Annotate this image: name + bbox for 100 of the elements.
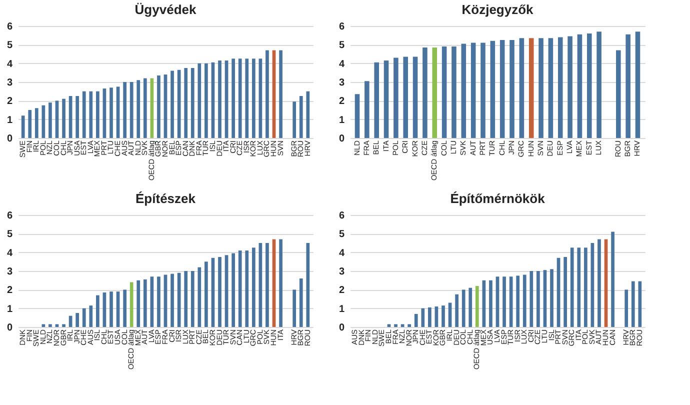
bar (136, 280, 140, 327)
bar (626, 34, 630, 138)
bar (616, 50, 621, 138)
y-tick-label: 4 (338, 58, 345, 70)
bar (374, 62, 379, 138)
bar (89, 306, 93, 327)
bar (470, 42, 476, 138)
y-tick-label: 4 (338, 248, 345, 259)
bar (245, 250, 249, 327)
bar (252, 248, 256, 327)
bar (279, 239, 282, 327)
y-tick-label: 2 (338, 96, 345, 108)
bar (48, 324, 52, 327)
bar (596, 32, 602, 138)
bar (184, 68, 188, 138)
chart-title: Közjegyzők (462, 2, 534, 17)
bar (536, 271, 540, 327)
y-tick-label: 1 (338, 304, 345, 315)
bar (143, 78, 147, 138)
bar (461, 44, 466, 138)
bar (490, 40, 496, 138)
bar (232, 58, 235, 138)
bar (266, 50, 269, 138)
bar (394, 58, 398, 138)
bar (638, 281, 642, 327)
y-tick-label: 0 (6, 322, 13, 334)
bar (157, 276, 160, 327)
bar (62, 324, 66, 327)
bar (421, 308, 425, 327)
bar (584, 248, 588, 327)
bar (190, 271, 194, 327)
bar (204, 262, 208, 327)
bar (34, 108, 38, 138)
bar (468, 288, 472, 327)
bar (442, 46, 447, 138)
bar (611, 232, 614, 327)
bar (408, 324, 412, 327)
y-tick-label: 6 (6, 210, 13, 222)
bar (258, 58, 262, 138)
bar (500, 40, 505, 138)
bar (502, 276, 506, 327)
y-tick-label: 5 (6, 229, 13, 240)
bar (489, 280, 492, 327)
bar (462, 290, 466, 327)
bar (598, 239, 601, 327)
bar (403, 56, 408, 138)
bar (116, 86, 120, 138)
bar (568, 36, 572, 138)
bar (558, 37, 563, 138)
y-tick-label: 5 (338, 229, 345, 240)
bar (218, 60, 222, 138)
bar (530, 271, 534, 327)
y-tick-label: 0 (338, 134, 345, 144)
bar (432, 47, 438, 138)
bar (266, 243, 269, 327)
bar (21, 116, 25, 138)
bar (157, 75, 160, 138)
bar (414, 314, 418, 327)
bar (198, 267, 202, 327)
y-tick-label: 3 (6, 266, 13, 278)
y-tick-label: 0 (6, 134, 13, 144)
bar (198, 63, 202, 138)
bar (538, 38, 544, 138)
y-tick-label: 2 (6, 96, 13, 108)
bar (55, 100, 59, 138)
bar (624, 290, 628, 327)
bar (522, 274, 526, 327)
bar (238, 250, 242, 327)
bar (76, 96, 80, 138)
bar (510, 40, 514, 138)
bar (519, 38, 524, 138)
bar (224, 255, 228, 327)
bar (442, 306, 445, 327)
bar (130, 282, 134, 327)
bar (238, 58, 242, 138)
bar (543, 270, 547, 327)
bar (354, 94, 360, 138)
bar (164, 274, 168, 327)
bar (306, 91, 310, 138)
bar (204, 63, 208, 138)
bar (89, 91, 93, 138)
y-tick-label: 1 (338, 114, 345, 126)
bar (412, 56, 418, 138)
bar (570, 248, 574, 327)
y-tick-label: 2 (338, 285, 345, 296)
y-tick-label: 3 (338, 78, 345, 88)
bar (292, 102, 296, 138)
y-tick-label: 0 (338, 322, 345, 334)
bar (509, 276, 513, 327)
bar (42, 324, 46, 327)
bar (123, 82, 126, 138)
bar (364, 81, 370, 138)
bar (170, 274, 174, 327)
y-tick-label: 5 (6, 40, 13, 52)
bar (548, 38, 554, 138)
y-tick-label: 3 (6, 78, 13, 88)
y-tick-label: 1 (6, 114, 13, 126)
bar (218, 257, 222, 327)
bar (299, 278, 303, 327)
bar (62, 98, 66, 138)
